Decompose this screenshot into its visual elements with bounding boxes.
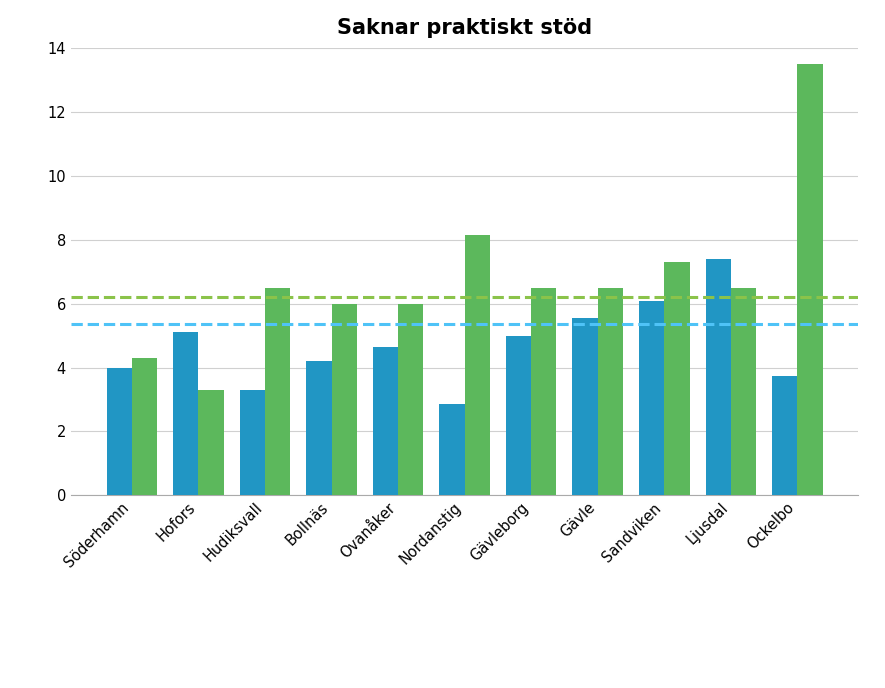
Bar bbox=[332, 303, 357, 495]
Bar bbox=[506, 336, 531, 495]
Bar bbox=[132, 358, 158, 495]
Bar bbox=[173, 332, 198, 495]
Title: Saknar praktiskt stöd: Saknar praktiskt stöd bbox=[337, 19, 592, 39]
Bar bbox=[665, 262, 689, 495]
Bar bbox=[240, 390, 265, 495]
Bar bbox=[306, 361, 332, 495]
Bar bbox=[705, 259, 731, 495]
Bar bbox=[731, 288, 756, 495]
Bar bbox=[772, 376, 797, 495]
Bar bbox=[531, 288, 557, 495]
Bar bbox=[639, 301, 665, 495]
Bar bbox=[597, 288, 623, 495]
Bar bbox=[439, 405, 465, 495]
Bar bbox=[797, 64, 823, 495]
Bar bbox=[465, 235, 490, 495]
Bar bbox=[265, 288, 290, 495]
Bar bbox=[573, 318, 597, 495]
Bar bbox=[373, 347, 398, 495]
Bar bbox=[398, 303, 423, 495]
Bar bbox=[106, 367, 132, 495]
Bar bbox=[198, 390, 224, 495]
